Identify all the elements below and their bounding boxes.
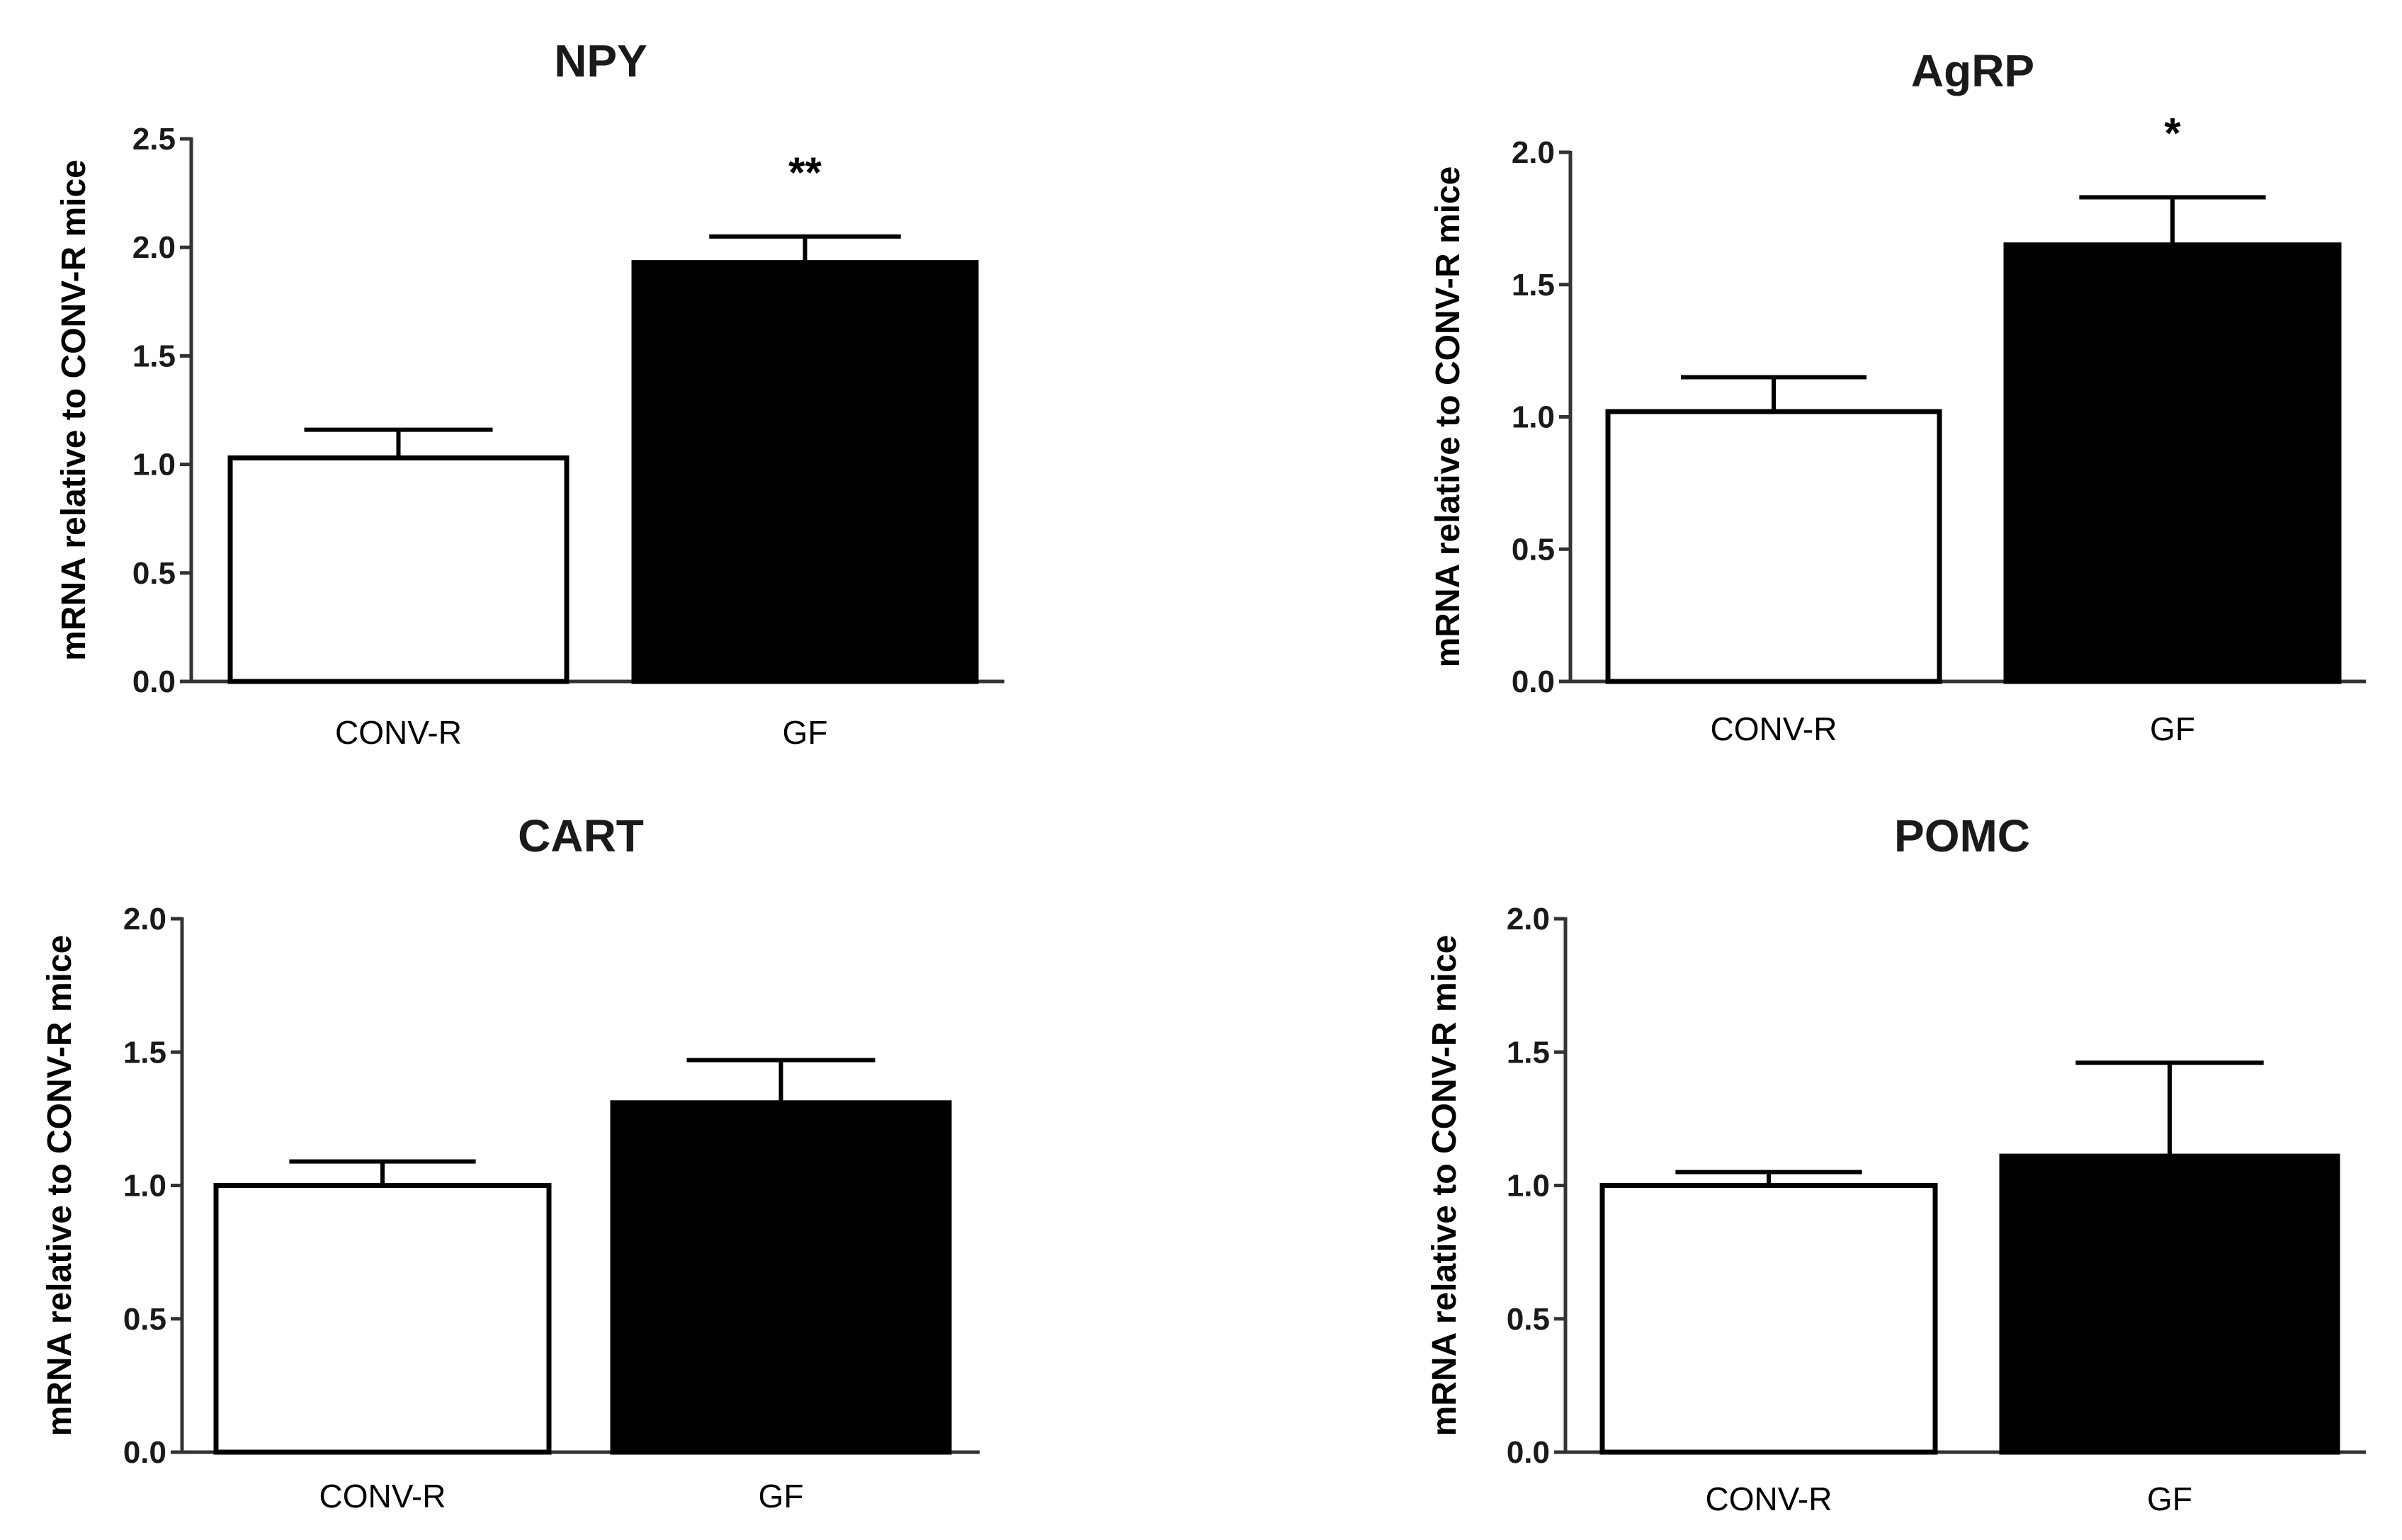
y-tick-label: 1.0	[132, 448, 176, 482]
y-tick-label: 0.0	[1512, 664, 1555, 699]
significance-marker: **	[788, 149, 822, 196]
bar-conv-r	[1599, 1183, 1938, 1455]
y-tick-label: 1.0	[1512, 400, 1555, 435]
chart-panel-cart: CART mRNA relative to CONV-R mice 0.0 0.5 1.…	[41, 810, 980, 1514]
y-axis-label: mRNA relative to CONV-R mice	[41, 935, 79, 1437]
chart-title: AgRP	[1911, 45, 2034, 96]
x-category-label: CONV-R	[1706, 1480, 1832, 1517]
y-tick-label: 0.0	[132, 664, 176, 699]
chart-panel-pomc: POMC mRNA relative to CONV-R mice 0.0 0.5 1.…	[1426, 810, 2366, 1517]
x-category-label: GF	[2150, 710, 2195, 747]
y-tick-label: 2.5	[132, 122, 176, 157]
y-tick-label: 0.5	[123, 1302, 166, 1337]
bar-gf	[631, 260, 979, 684]
chart-title: POMC	[1894, 810, 2030, 861]
y-tick-label: 0.0	[123, 1435, 166, 1470]
y-tick-label: 0.5	[1512, 532, 1555, 567]
y-tick-label: 1.5	[123, 1035, 166, 1070]
chart-title: NPY	[554, 35, 647, 86]
bar-gf	[2003, 242, 2342, 684]
y-tick-label: 1.5	[1512, 268, 1555, 302]
y-tick-label: 0.5	[1507, 1302, 1550, 1337]
y-tick-label: 2.0	[132, 230, 176, 265]
y-tick-label: 1.5	[132, 339, 176, 373]
bar-gf	[1999, 1153, 2340, 1455]
chart-panel-agrp: AgRP mRNA relative to CONV-R mice 0.0 0.5 1.…	[1429, 45, 2366, 747]
chart-panel-npy: NPY mRNA relative to CONV-R mice 0.0 0.5 1.0…	[55, 35, 1004, 751]
y-tick-label: 1.5	[1507, 1035, 1550, 1070]
y-tick-label: 1.0	[123, 1169, 166, 1204]
x-category-label: GF	[759, 1478, 804, 1514]
bar-gf	[610, 1100, 952, 1455]
y-tick-label: 2.0	[1507, 902, 1550, 936]
x-category-label: GF	[783, 714, 828, 751]
y-axis-label: mRNA relative to CONV-R mice	[1429, 166, 1467, 668]
y-tick-label: 2.0	[123, 902, 166, 936]
chart-title: CART	[518, 810, 644, 861]
y-tick-label: 0.0	[1507, 1435, 1550, 1470]
y-axis-label: mRNA relative to CONV-R mice	[1426, 935, 1463, 1437]
significance-marker: *	[2164, 109, 2181, 157]
bar-conv-r	[1605, 409, 1942, 684]
bar-conv-r	[227, 455, 570, 684]
x-category-label: CONV-R	[319, 1478, 446, 1514]
x-category-label: CONV-R	[1711, 710, 1837, 747]
x-category-label: CONV-R	[335, 714, 462, 751]
y-tick-label: 1.0	[1507, 1169, 1550, 1204]
bar-conv-r	[213, 1183, 552, 1455]
y-tick-label: 0.5	[132, 556, 176, 591]
x-category-label: GF	[2147, 1480, 2192, 1517]
y-tick-label: 2.0	[1512, 135, 1555, 170]
y-axis-label: mRNA relative to CONV-R mice	[55, 159, 93, 661]
